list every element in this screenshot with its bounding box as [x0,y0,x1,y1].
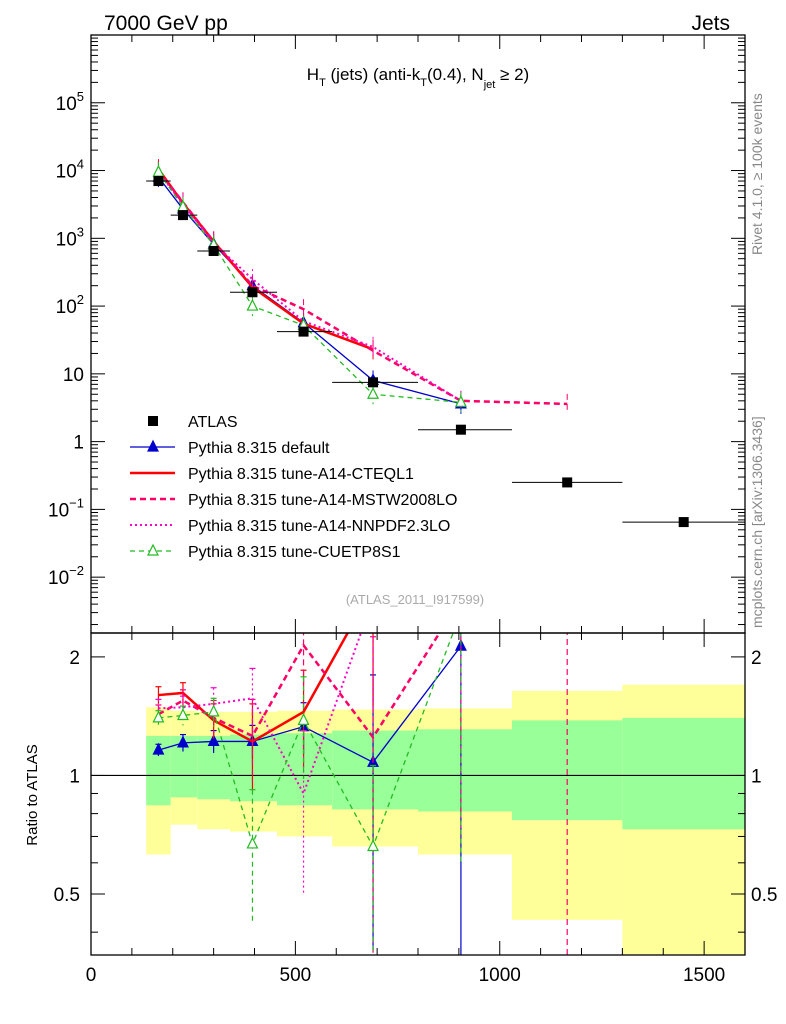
atlas-point [153,176,164,187]
y-tick-label: 10−2 [48,563,84,589]
series-cuetp8s1-point [246,298,259,311]
rivet-label: Rivet 4.1.0, ≥ 100k events [749,93,765,255]
legend-cuetp8s1-label: Pythia 8.315 tune-CUETP8S1 [188,544,401,561]
atlas-point [562,477,573,488]
header-right: Jets [691,12,730,35]
series-cuetp8s1-point [367,386,380,399]
series-cuetp8s1-ratio-point [207,704,220,717]
analysis-id: (ATLAS_2011_I917599) [346,592,484,607]
x-tick-label: 1500 [683,965,725,986]
series-mstw-line [157,169,568,406]
series-cteql1-line [157,168,374,351]
atlas-point [208,245,219,256]
series-cuetp8s1-point [152,164,165,177]
lower-panel [91,606,745,955]
plot-title: HT (jets) (anti-kT(0.4), Njet ≥ 2) [307,65,529,91]
atlas-point [368,377,379,388]
atlas-point [298,326,309,337]
mcplots-label: mcplots.cern.ch [arXiv:1306.3436] [749,416,765,628]
series-cuetp8s1-ratio-point [176,708,189,721]
legend-cteql1-label: Pythia 8.315 tune-A14-CTEQL1 [188,466,414,483]
legend-cuetp8s1-marker [147,543,159,556]
band-inner [622,717,745,830]
series-nnpdf-line [157,171,462,402]
series-cuetp8s1-ratio-point [297,713,310,725]
series-default-line [157,176,462,405]
band-inner [418,729,513,812]
y-tick-label: 1 [73,433,84,454]
y-tick-label: 103 [56,224,84,250]
band-inner [276,733,333,806]
ratio-y-tick-label-right: 2 [751,648,762,669]
series-default-ratio-point [207,734,220,747]
y-tick-label: 105 [56,89,84,115]
legend: ATLAS Pythia 8.315 default Pythia 8.315 tu… [130,414,457,561]
legend-atlas-marker [148,416,158,426]
x-tick-label: 1000 [479,965,521,986]
ratio-y-tick-label-right: 0.5 [751,885,777,906]
atlas-point [177,210,188,221]
series-cteql1-ratio-line [158,633,350,743]
ratio-bands [146,684,745,955]
ratio-y-tick-label-right: 1 [751,766,762,787]
upper-panel [146,159,745,528]
y-tick-label: 102 [56,292,84,318]
x-tick-label: 0 [86,965,97,986]
series-cuetp8s1-ratio-point [456,606,466,616]
axes: 0 500 1000 1500 10−2 10−1 1 10 102 103 104 105 0.5 0.… [48,34,777,986]
ratio-y-tick-label: 1 [69,766,80,787]
series-default-ratio-point [152,742,165,755]
x-tick-label: 500 [280,965,312,986]
header-left: 7000 GeV pp [104,12,228,35]
legend-default-marker [147,439,159,452]
atlas-point [678,517,689,528]
atlas-point [455,424,466,435]
series-cuetp8s1-ratio-point [246,836,259,849]
y-tick-label: 10−1 [48,495,84,521]
series-cuetp8s1-ratio-point [367,839,380,852]
series-mstw-ratio-line [157,633,441,740]
series-cuetp8s1-line [157,171,461,403]
legend-atlas-label: ATLAS [188,414,238,431]
ratio-y-tick-label: 0.5 [54,885,80,906]
series-cuetp8s1-point [454,394,467,407]
legend-default-label: Pythia 8.315 default [188,440,330,457]
legend-mstw-label: Pythia 8.315 tune-A14-MSTW2008LO [188,492,457,509]
atlas-point [247,287,258,298]
legend-nnpdf-label: Pythia 8.315 tune-A14-NNPDF2.3LO [188,518,450,535]
y-tick-label: 104 [56,157,84,183]
series-cuetp8s1-ratio-point [152,710,165,723]
series-default-ratio-point [176,735,189,748]
y-tick-label: 10 [63,365,84,386]
ratio-ylabel: Ratio to ATLAS [24,744,41,845]
band-inner [332,730,418,810]
ratio-y-tick-label: 2 [69,648,80,669]
